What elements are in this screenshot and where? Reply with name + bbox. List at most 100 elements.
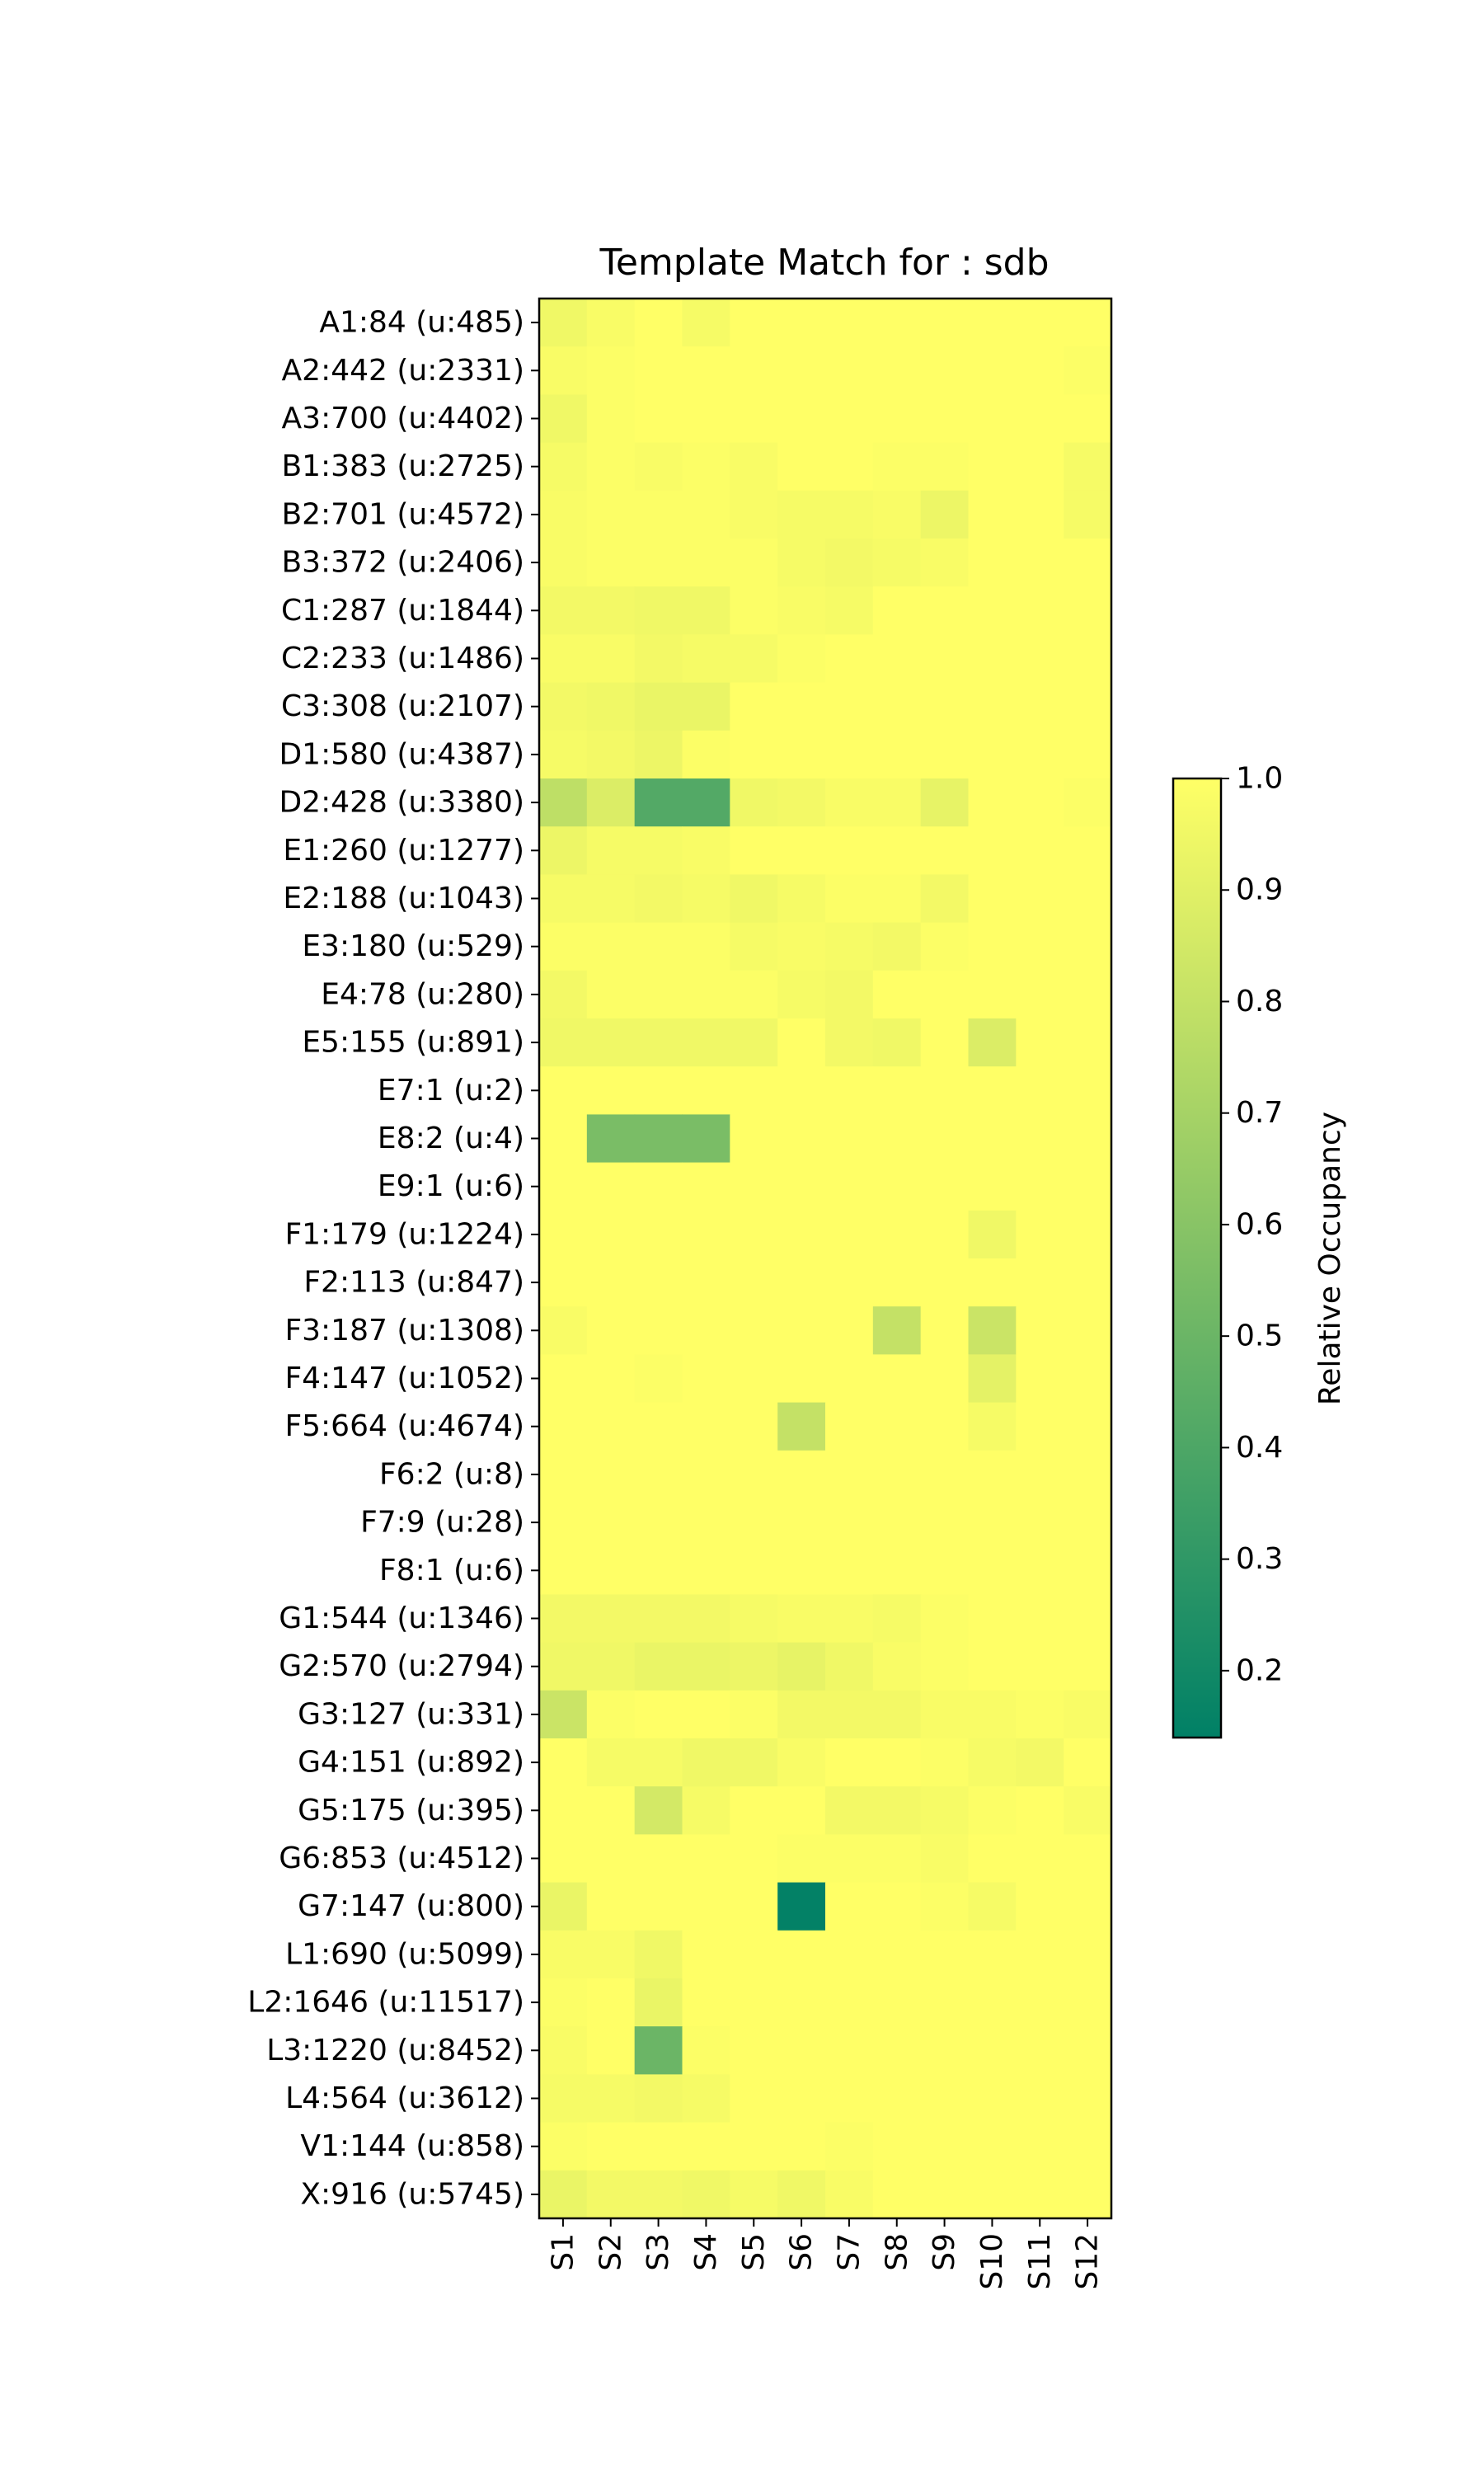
heatmap-cell: [968, 2122, 1017, 2171]
heatmap-cell: [730, 2170, 778, 2219]
heatmap-cell: [872, 1834, 922, 1884]
heatmap-cell: [777, 1786, 826, 1835]
heatmap-cell: [730, 1882, 778, 1931]
heatmap-cell: [634, 874, 683, 924]
heatmap-cell: [1064, 539, 1112, 587]
heatmap-cell: [586, 299, 636, 347]
heatmap-cell: [730, 874, 778, 924]
heatmap-cell: [1064, 346, 1112, 395]
heatmap-cell: [539, 2122, 588, 2171]
heatmap-cell: [968, 1882, 1017, 1931]
heatmap-cell: [634, 1498, 683, 1547]
y-tick-label: E5:155 (u:891): [302, 1026, 524, 1060]
heatmap-cell: [920, 1018, 970, 1067]
y-tick-label: G5:175 (u:395): [298, 1794, 524, 1827]
colorbar-tick-label: 0.8: [1236, 985, 1283, 1018]
heatmap-cell: [1064, 1978, 1112, 2027]
heatmap-cell: [872, 1450, 922, 1499]
heatmap-cell: [634, 1354, 683, 1404]
heatmap-cell: [586, 1258, 636, 1307]
heatmap-cell: [586, 1786, 636, 1835]
heatmap-cell: [920, 778, 970, 827]
heatmap-cell: [777, 299, 826, 347]
heatmap-cell: [825, 442, 874, 492]
heatmap-cell: [682, 730, 730, 779]
heatmap-cell: [634, 1594, 683, 1644]
heatmap-cell: [539, 1114, 588, 1164]
heatmap-cell: [777, 922, 826, 971]
heatmap-cell: [1016, 1882, 1064, 1931]
x-tick-label: S7: [832, 2233, 866, 2271]
y-tick-label: F1:179 (u:1224): [284, 1217, 524, 1251]
heatmap-cell: [777, 634, 826, 684]
heatmap-cell: [872, 539, 922, 587]
heatmap-cell: [586, 1018, 636, 1067]
heatmap-cell: [682, 1402, 730, 1451]
heatmap-cell: [730, 1786, 778, 1835]
heatmap-cell: [825, 299, 874, 347]
y-tick-label: G3:127 (u:331): [298, 1697, 524, 1731]
heatmap-cell: [586, 1066, 636, 1115]
heatmap-cell: [634, 2122, 683, 2171]
heatmap-cell: [730, 346, 778, 395]
heatmap-cell: [539, 826, 588, 875]
heatmap-cell: [872, 1786, 922, 1835]
colorbar-tick-label: 1.0: [1236, 762, 1283, 796]
heatmap-cell: [634, 1882, 683, 1931]
heatmap-cell: [539, 1642, 588, 1691]
heatmap-cell: [872, 634, 922, 684]
heatmap-cell: [825, 1978, 874, 2027]
heatmap-cell: [1016, 1114, 1064, 1164]
y-tick-label: B3:372 (u:2406): [281, 546, 524, 580]
heatmap-cell: [777, 1402, 826, 1451]
y-tick-label: F8:1 (u:6): [379, 1554, 524, 1587]
y-tick-label: B1:383 (u:2725): [281, 449, 524, 483]
heatmap-cell: [825, 1738, 874, 1787]
heatmap-cells: [539, 299, 1112, 2219]
heatmap-cell: [1016, 1162, 1064, 1211]
heatmap-cell: [968, 1642, 1017, 1691]
heatmap-cell: [730, 1450, 778, 1499]
heatmap-cell: [682, 826, 730, 875]
heatmap-cell: [730, 586, 778, 635]
heatmap-cell: [777, 730, 826, 779]
heatmap-cell: [968, 1066, 1017, 1115]
heatmap-cell: [920, 346, 970, 395]
heatmap-cell: [1064, 2074, 1112, 2124]
heatmap-cell: [920, 1738, 970, 1787]
heatmap-cell: [730, 778, 778, 827]
heatmap-cell: [872, 1354, 922, 1404]
y-tick-label: G1:544 (u:1346): [279, 1602, 524, 1635]
chart-title: Template Match for : sdb: [599, 242, 1049, 284]
heatmap-cell: [730, 826, 778, 875]
heatmap-cell: [634, 442, 683, 492]
y-tick-label: F7:9 (u:28): [360, 1506, 524, 1540]
heatmap-cell: [586, 1594, 636, 1644]
heatmap-cell: [1064, 2026, 1112, 2075]
heatmap-cell: [872, 874, 922, 924]
heatmap-cell: [682, 2122, 730, 2171]
heatmap-cell: [920, 1594, 970, 1644]
heatmap-cell: [539, 874, 588, 924]
y-tick-label: L4:564 (u:3612): [285, 2081, 524, 2115]
heatmap-cell: [539, 970, 588, 1019]
heatmap-cell: [1016, 1354, 1064, 1404]
heatmap-cell: [968, 634, 1017, 684]
heatmap-cell: [920, 874, 970, 924]
heatmap-cell: [634, 682, 683, 731]
heatmap-cell: [634, 394, 683, 444]
y-tick-label: A3:700 (u:4402): [282, 402, 524, 435]
heatmap-cell: [777, 1834, 826, 1884]
heatmap-cell: [634, 922, 683, 971]
heatmap-cell: [539, 1882, 588, 1931]
heatmap-cell: [730, 1834, 778, 1884]
heatmap-cell: [777, 1546, 826, 1595]
heatmap-cell: [825, 1882, 874, 1931]
heatmap-cell: [825, 1210, 874, 1259]
heatmap-cell: [920, 1210, 970, 1259]
heatmap-cell: [1016, 539, 1064, 587]
colorbar-tick-label: 0.2: [1236, 1653, 1283, 1687]
heatmap-cell: [586, 1210, 636, 1259]
heatmap-cell: [968, 346, 1017, 395]
heatmap-cell: [682, 634, 730, 684]
